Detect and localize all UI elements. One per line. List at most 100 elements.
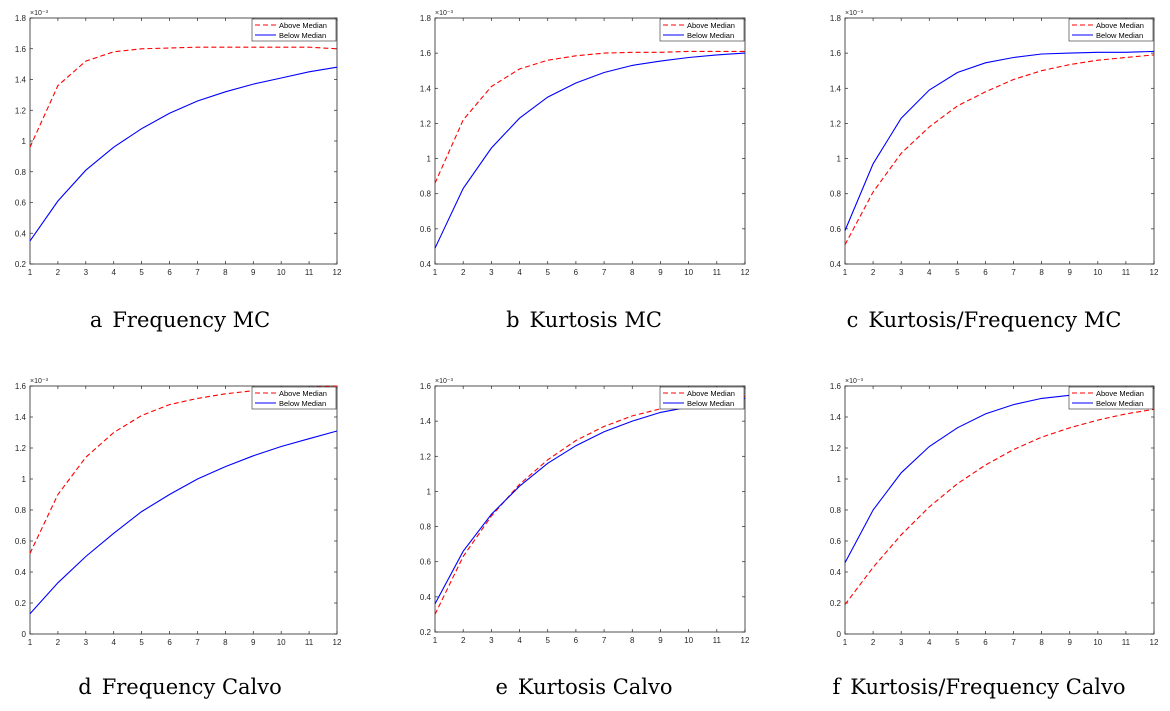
y-exponent-label: ×10⁻³: [435, 10, 454, 17]
chart-panel-c: 1 2 3 4 5 6 7 8 9 10 11 12 0.4 0.6 0.8 1 1.2 1.4 1.6 1.8 ×10…: [814, 0, 1170, 280]
x-tick-label: 11: [305, 638, 314, 647]
caption-title: Frequency MC: [112, 308, 271, 332]
y-tick-label: 1.8: [420, 14, 432, 23]
x-tick-label: 10: [684, 268, 693, 277]
panel-caption-a: a Frequency MC: [60, 308, 300, 332]
y-tick-label: 1.2: [15, 106, 27, 115]
y-tick-label: 1: [837, 155, 842, 164]
x-tick-label: 11: [305, 268, 314, 277]
x-tick-label: 3: [899, 268, 904, 277]
series-line: [844, 54, 1155, 245]
line-chart-svg: 1 2 3 4 5 6 7 8 9 10 11 1200.20.40.60.811.21.41.6×1…: [15, 378, 342, 647]
panel-caption-e: e Kurtosis Calvo: [464, 675, 704, 699]
caption-letter: d: [78, 675, 92, 699]
line-chart-svg: 1 2 3 4 5 6 7 8 9 10 11 120.20.40.60.811.21.41.6×10…: [420, 378, 750, 645]
y-tick-label: 0.6: [830, 537, 842, 546]
y-tick-label: 0.4: [15, 568, 27, 577]
y-tick-label: 0.8: [15, 506, 27, 515]
x-tick-label: 10: [1093, 638, 1102, 647]
legend-label: Below Median: [1096, 399, 1143, 408]
caption-letter: f: [832, 675, 841, 699]
y-tick-label: 1.4: [15, 413, 27, 422]
panel-caption-b: b Kurtosis MC: [464, 308, 704, 332]
x-tick-label: 4: [112, 268, 117, 277]
x-tick-label: 1: [433, 268, 438, 277]
caption-title: Kurtosis Calvo: [517, 675, 673, 699]
y-tick-label: 1.6: [420, 382, 432, 391]
x-tick-label: 9: [1068, 268, 1073, 277]
caption-title: Kurtosis/Frequency MC: [868, 308, 1122, 332]
legend-label: Below Median: [1096, 31, 1143, 40]
x-tick-label: 8: [630, 636, 635, 645]
x-tick-label: 4: [112, 638, 117, 647]
y-tick-label: 0.4: [15, 229, 27, 238]
x-tick-label: 7: [1011, 268, 1016, 277]
y-tick-label: 0.6: [15, 537, 27, 546]
x-tick-label: 3: [84, 638, 89, 647]
x-tick-label: 2: [461, 636, 466, 645]
x-tick-label: 5: [546, 268, 551, 277]
x-tick-label: 5: [955, 268, 960, 277]
legend-label: Below Median: [687, 399, 734, 408]
series-line: [434, 52, 746, 249]
x-tick-label: 11: [1122, 638, 1131, 647]
plot-area: [844, 17, 1155, 265]
legend-label: Above Median: [1096, 21, 1144, 30]
x-tick-label: 9: [251, 638, 256, 647]
y-exponent-label: ×10⁻³: [845, 378, 864, 385]
y-tick-label: 0.4: [420, 593, 432, 602]
x-tick-label: 12: [333, 268, 342, 277]
caption-letter: e: [495, 675, 508, 699]
y-exponent-label: ×10⁻³: [30, 10, 49, 17]
x-tick-label: 9: [1068, 638, 1073, 647]
y-tick-label: 0.6: [420, 558, 432, 567]
y-tick-label: 0.6: [420, 225, 432, 234]
x-tick-label: 3: [899, 638, 904, 647]
x-tick-label: 5: [546, 636, 551, 645]
y-tick-label: 0.8: [420, 523, 432, 532]
x-tick-label: 4: [927, 638, 932, 647]
x-tick-label: 11: [713, 268, 722, 277]
x-tick-label: 2: [461, 268, 466, 277]
x-tick-label: 7: [195, 268, 200, 277]
y-tick-label: 1.8: [15, 14, 27, 23]
y-tick-label: 1.4: [420, 84, 432, 93]
series-line: [29, 430, 338, 615]
line-chart-svg: 1 2 3 4 5 6 7 8 9 10 11 120.20.40.60.811.21.41.61.8…: [15, 10, 342, 277]
y-tick-label: 0.2: [420, 628, 432, 637]
legend-label: Above Median: [279, 389, 327, 398]
series-line: [29, 46, 338, 148]
x-tick-label: 2: [56, 638, 61, 647]
x-tick-label: 12: [333, 638, 342, 647]
x-tick-label: 6: [983, 638, 988, 647]
x-tick-label: 4: [517, 636, 522, 645]
plot-area: [434, 17, 746, 265]
x-tick-label: 7: [195, 638, 200, 647]
y-tick-label: 1.4: [15, 76, 27, 85]
series-line: [844, 408, 1155, 605]
y-tick-label: 1.2: [830, 444, 842, 453]
x-tick-label: 5: [139, 268, 144, 277]
caption-letter: b: [506, 308, 520, 332]
y-exponent-label: ×10⁻³: [435, 378, 454, 385]
x-tick-label: 2: [871, 638, 876, 647]
x-tick-label: 8: [223, 268, 228, 277]
y-tick-label: 0.8: [15, 168, 27, 177]
x-tick-label: 4: [927, 268, 932, 277]
line-chart-svg: 1 2 3 4 5 6 7 8 9 10 11 120.40.60.811.21.41.61.8×10…: [420, 10, 750, 277]
chart-panel-b: 1 2 3 4 5 6 7 8 9 10 11 12 0.4 0.6 0.8 1 1.2 1.4 1.6 1.8 ×10…: [404, 0, 764, 280]
y-tick-label: 0.2: [15, 599, 27, 608]
x-tick-label: 6: [574, 268, 579, 277]
x-tick-label: 8: [223, 638, 228, 647]
legend-label: Above Median: [687, 21, 735, 30]
x-tick-label: 2: [871, 268, 876, 277]
x-tick-label: 8: [1039, 268, 1044, 277]
caption-letter: c: [846, 308, 859, 332]
x-tick-label: 9: [658, 268, 663, 277]
legend-label: Above Median: [279, 21, 327, 30]
x-tick-label: 8: [630, 268, 635, 277]
x-tick-label: 5: [139, 638, 144, 647]
